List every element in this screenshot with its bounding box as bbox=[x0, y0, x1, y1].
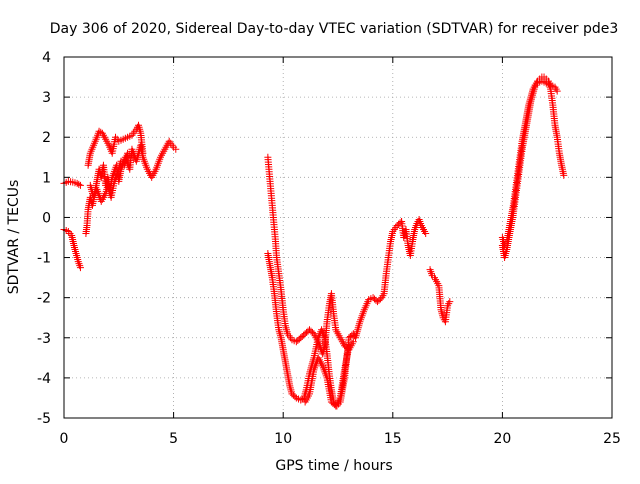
chart-title: Day 306 of 2020, Sidereal Day-to-day VTE… bbox=[50, 21, 619, 37]
data-point bbox=[76, 264, 84, 272]
plot-frame bbox=[63, 56, 613, 419]
tick-labels: 0 5 10 15 20 25 -5 -4 -3 -2 -1 0 1 2 3 4 bbox=[37, 50, 621, 447]
y-tick-label: 4 bbox=[42, 50, 51, 66]
x-tick-label: 15 bbox=[384, 431, 402, 447]
data-point bbox=[422, 229, 430, 237]
y-tick-label: 3 bbox=[42, 90, 51, 106]
y-tick-label: -5 bbox=[37, 411, 51, 427]
data-points bbox=[60, 73, 568, 410]
data-point bbox=[76, 181, 84, 189]
y-tick-label: 0 bbox=[42, 210, 51, 226]
x-tick-label: 0 bbox=[60, 431, 69, 447]
data-point bbox=[553, 87, 561, 95]
data-point bbox=[172, 145, 180, 153]
data-point bbox=[291, 393, 299, 401]
y-tick-label: -4 bbox=[37, 371, 51, 387]
data-point bbox=[75, 180, 83, 188]
y-tick-label: -3 bbox=[37, 331, 51, 347]
y-axis-label: SDTVAR / TECUs bbox=[6, 180, 22, 295]
y-tick-label: 1 bbox=[42, 170, 51, 186]
y-tick-label: -2 bbox=[37, 291, 51, 307]
x-tick-label: 10 bbox=[274, 431, 292, 447]
data-point bbox=[139, 149, 147, 157]
data-point bbox=[446, 298, 454, 306]
x-axis-label: GPS time / hours bbox=[275, 458, 392, 474]
data-point bbox=[127, 153, 135, 161]
data-point bbox=[560, 171, 568, 179]
x-tick-label: 25 bbox=[603, 431, 621, 447]
y-tick-label: -1 bbox=[37, 251, 51, 267]
data-point bbox=[345, 342, 353, 350]
x-tick-label: 5 bbox=[169, 431, 178, 447]
y-tick-label: 2 bbox=[42, 130, 51, 146]
x-tick-label: 20 bbox=[493, 431, 511, 447]
